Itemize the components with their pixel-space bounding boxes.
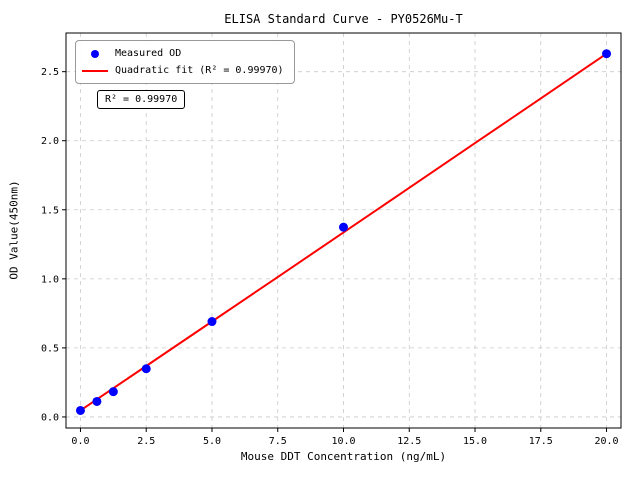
y-tick-label: 2.0 (41, 136, 59, 147)
quadratic-fit-line (79, 52, 608, 412)
y-tick-label: 1.5 (41, 205, 59, 216)
y-tick-label: 1.0 (41, 274, 59, 285)
measured-od-point (75, 405, 85, 415)
measured-od-point (141, 364, 151, 374)
measured-od-point (207, 317, 217, 327)
x-tick-label: 7.5 (269, 436, 287, 447)
legend-item-measured-od: Measured OD (82, 45, 284, 62)
r-squared-annotation: R² = 0.99970 (97, 90, 186, 109)
y-tick-label: 0.0 (41, 412, 59, 423)
fit-line-icon (82, 69, 108, 72)
x-tick-label: 12.5 (397, 436, 421, 447)
measured-od-point (108, 387, 118, 397)
legend-label-measured-od: Measured OD (115, 48, 182, 59)
y-tick-label: 0.5 (41, 343, 59, 354)
chart-title: ELISA Standard Curve - PY0526Mu-T (224, 12, 463, 26)
x-tick-label: 20.0 (594, 436, 618, 447)
measured-od-point (92, 396, 102, 406)
x-tick-label: 5.0 (203, 436, 221, 447)
measured-od-point (339, 222, 348, 232)
x-tick-label: 0.0 (71, 436, 89, 447)
x-tick-label: 2.5 (137, 436, 155, 447)
y-axis-label: OD Value(450nm) (7, 180, 21, 280)
y-tick-label: 2.5 (41, 67, 59, 78)
legend-item-quadratic-fit: Quadratic fit (R² = 0.99970) (82, 62, 284, 79)
legend: Measured OD Quadratic fit (R² = 0.99970) (75, 40, 295, 84)
x-tick-label: 15.0 (463, 436, 487, 447)
measured-od-point (602, 49, 612, 59)
legend-label-quadratic-fit: Quadratic fit (R² = 0.99970) (115, 65, 284, 76)
x-tick-label: 10.0 (331, 436, 355, 447)
x-axis-label: Mouse DDT Concentration (ng/mL) (240, 450, 447, 463)
scatter-dot-icon (82, 49, 108, 58)
x-tick-label: 17.5 (529, 436, 553, 447)
